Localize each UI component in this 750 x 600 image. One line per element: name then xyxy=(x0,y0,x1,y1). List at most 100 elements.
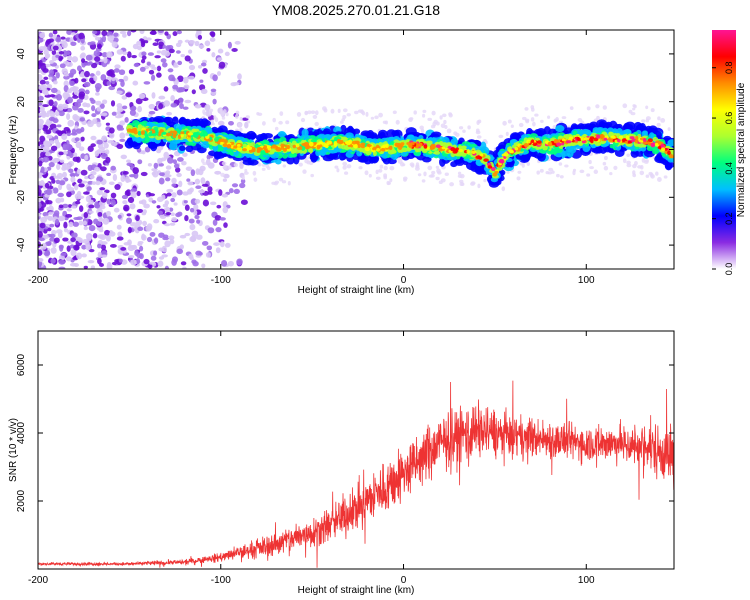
spectrogram-haze-cell xyxy=(603,155,608,161)
spectrogram-noise-cell xyxy=(219,217,226,221)
spectrogram-haze-cell xyxy=(221,116,226,120)
spectrogram-haze-cell xyxy=(477,183,481,189)
spectrogram-noise-cell xyxy=(38,85,45,91)
spectrogram-ridge-cell xyxy=(589,137,593,142)
spectrogram-noise-cell xyxy=(164,223,171,227)
spectrogram-noise-cell xyxy=(206,245,213,251)
spectrogram-noise-cell xyxy=(194,178,201,185)
spectrogram-noise-cell xyxy=(141,150,146,155)
spectrogram-haze-cell xyxy=(641,157,646,163)
spectrogram-noise-cell xyxy=(48,38,54,43)
spectrogram-ridge-cell xyxy=(416,143,420,148)
spectrogram-x-tick-label: -100 xyxy=(211,275,231,286)
spectrogram-haze-cell xyxy=(645,118,650,123)
spectrogram-haze-cell xyxy=(340,120,344,124)
spectrogram-haze-cell xyxy=(415,162,420,167)
spectrogram-noise-cell xyxy=(124,176,130,184)
spectrogram-noise-cell xyxy=(95,70,101,76)
spectrogram-noise-cell xyxy=(153,250,158,256)
spectrogram-noise-cell xyxy=(188,40,194,47)
spectrogram-ridge-cell xyxy=(323,128,331,135)
spectrogram-noise-cell xyxy=(164,265,169,269)
spectrogram-haze-cell xyxy=(506,170,510,174)
spectrogram-noise-cell xyxy=(97,234,105,239)
spectrogram-haze-cell xyxy=(524,107,529,111)
spectrogram-noise-cell xyxy=(38,74,43,81)
spectrogram-noise-cell xyxy=(38,213,41,217)
spectrogram-noise-cell xyxy=(89,175,95,179)
spectrogram-ridge-cell xyxy=(222,143,228,148)
spectrogram-noise-cell xyxy=(223,222,228,228)
spectrogram-ridge-cell xyxy=(360,142,366,146)
spectrogram-noise-cell xyxy=(152,170,159,178)
spectrogram-noise-cell xyxy=(119,138,126,142)
spectrogram-x-tick-label: 0 xyxy=(401,275,407,286)
spectrogram-noise-cell xyxy=(171,192,177,198)
spectrogram-noise-cell xyxy=(179,244,184,250)
spectrogram-noise-cell xyxy=(195,234,203,240)
spectrogram-noise-cell xyxy=(93,75,98,82)
spectrogram-noise-cell xyxy=(48,211,54,216)
spectrogram-noise-cell xyxy=(48,161,55,168)
spectrogram-noise-cell xyxy=(173,202,178,206)
spectrogram-ridge-cell xyxy=(664,147,668,151)
spectrogram-haze-cell xyxy=(530,117,535,122)
spectrogram-noise-cell xyxy=(166,192,172,197)
spectrogram-noise-cell xyxy=(91,105,96,112)
spectrogram-noise-cell xyxy=(59,180,66,186)
spectrogram-haze-cell xyxy=(273,181,278,186)
spectrogram-ridge-cell xyxy=(344,141,349,144)
spectrogram-noise-cell xyxy=(95,92,100,96)
spectrogram-noise-cell xyxy=(196,219,201,224)
spectrogram-ridge-cell xyxy=(616,139,621,143)
figure-title: YM08.2025.270.01.21.G18 xyxy=(271,2,441,18)
spectrogram-ridge-cell xyxy=(426,140,431,145)
spectrogram-haze-cell xyxy=(312,114,318,119)
spectrogram-noise-cell xyxy=(200,88,208,95)
spectrogram-noise-cell xyxy=(175,167,181,173)
spectrogram-haze-cell xyxy=(287,180,291,186)
spectrogram-noise-cell xyxy=(97,251,102,258)
spectrogram-noise-cell xyxy=(111,76,116,82)
spectrogram-noise-cell xyxy=(182,266,187,269)
spectrogram-haze-cell xyxy=(296,111,302,117)
spectrogram-noise-cell xyxy=(144,146,151,153)
spectrogram-noise-cell xyxy=(183,84,190,90)
spectrogram-noise-cell xyxy=(74,236,82,242)
spectrogram-noise-cell xyxy=(72,113,79,121)
spectrogram-noise-cell xyxy=(190,169,196,177)
spectrogram-noise-cell xyxy=(224,242,231,248)
spectrogram-noise-cell xyxy=(149,231,156,237)
spectrogram-haze-cell xyxy=(310,173,314,178)
spectrogram-noise-cell xyxy=(165,177,171,182)
spectrogram-noise-cell xyxy=(158,177,165,185)
spectrogram-noise-cell xyxy=(139,66,146,72)
spectrogram-noise-cell xyxy=(50,247,57,254)
spectrogram-noise-cell xyxy=(137,159,143,165)
spectrogram-noise-cell xyxy=(170,95,175,102)
spectrogram-noise-cell xyxy=(83,265,88,269)
spectrogram-ridge-cell xyxy=(553,139,559,144)
spectrogram-ridge-cell xyxy=(300,145,306,151)
spectrogram-noise-cell xyxy=(94,56,101,62)
spectrogram-ridge-cell xyxy=(338,140,344,145)
spectrogram-haze-cell xyxy=(278,177,284,182)
spectrogram-haze-cell xyxy=(241,175,245,181)
spectrogram-noise-cell xyxy=(212,98,217,105)
spectrogram-noise-cell xyxy=(38,38,44,43)
spectrogram-noise-cell xyxy=(116,90,123,95)
spectrogram-noise-cell xyxy=(55,54,60,58)
spectrogram-noise-cell xyxy=(55,218,60,226)
spectrogram-haze-cell xyxy=(518,122,524,128)
spectrogram-noise-cell xyxy=(38,160,43,167)
spectrogram-ridge-cell xyxy=(310,138,317,143)
spectrogram-noise-cell xyxy=(49,94,56,98)
spectrogram-haze-cell xyxy=(330,108,335,114)
spectrogram-haze-cell xyxy=(257,162,262,167)
spectrogram-ridge-cell xyxy=(341,136,348,141)
spectrogram-noise-cell xyxy=(194,198,201,204)
spectrogram-noise-cell xyxy=(158,103,164,110)
spectrogram-haze-cell xyxy=(462,129,466,133)
spectrogram-noise-cell xyxy=(163,100,171,107)
spectrogram-haze-cell xyxy=(374,115,379,120)
